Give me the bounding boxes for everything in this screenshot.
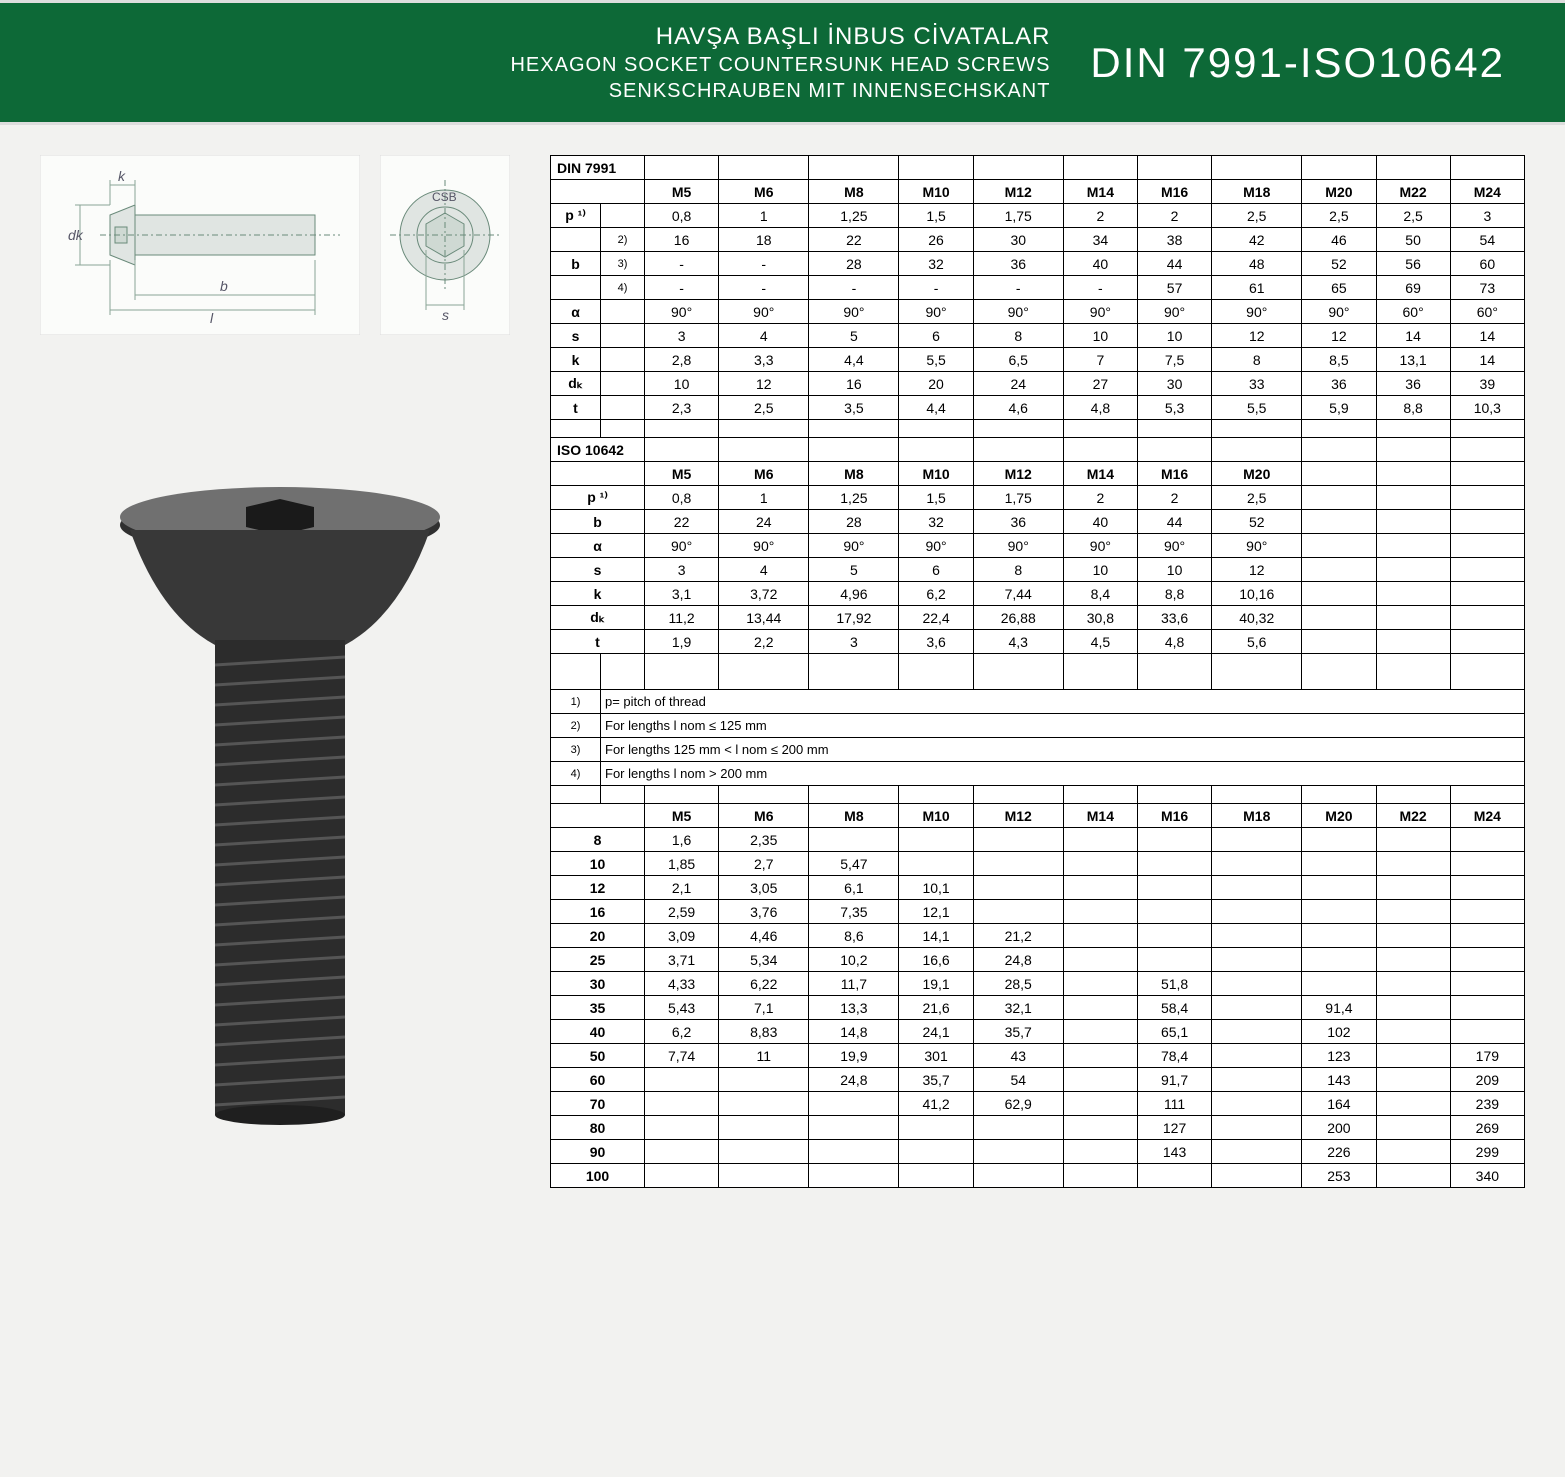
svg-text:CSB: CSB bbox=[432, 190, 457, 204]
header-bar: HAVŞA BAŞLI İNBUS CİVATALAR HEXAGON SOCK… bbox=[0, 0, 1565, 125]
technical-diagram: k dk b l CSB bbox=[40, 155, 520, 335]
side-view-diagram: k dk b l bbox=[40, 155, 360, 335]
title-en: HEXAGON SOCKET COUNTERSUNK HEAD SCREWS bbox=[510, 52, 1050, 78]
title-de: SENKSCHRAUBEN MIT INNENSECHSKANT bbox=[510, 78, 1050, 104]
standard-code: DIN 7991-ISO10642 bbox=[1090, 39, 1505, 87]
svg-text:s: s bbox=[442, 307, 449, 323]
spec-table: DIN 7991M5M6M8M10M12M14M16M18M20M22M24p … bbox=[550, 155, 1525, 1188]
svg-text:dk: dk bbox=[68, 227, 84, 243]
header-titles: HAVŞA BAŞLI İNBUS CİVATALAR HEXAGON SOCK… bbox=[510, 21, 1050, 104]
svg-text:k: k bbox=[118, 168, 126, 184]
front-view-diagram: CSB s bbox=[380, 155, 510, 335]
title-tr: HAVŞA BAŞLI İNBUS CİVATALAR bbox=[510, 21, 1050, 52]
svg-text:b: b bbox=[220, 278, 228, 294]
screw-3d-render bbox=[40, 435, 520, 1160]
